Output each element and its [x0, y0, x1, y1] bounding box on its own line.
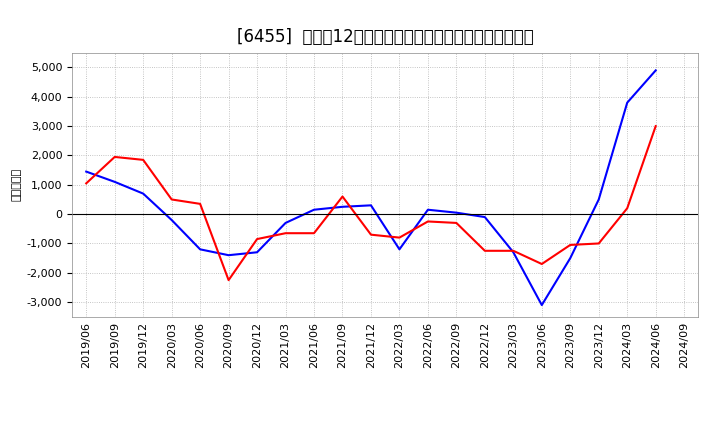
経常利益 [423, 207, 432, 213]
Line: 当期純利益: 当期純利益 [86, 126, 656, 280]
当期純利益 [566, 242, 575, 248]
当期純利益 [366, 232, 375, 237]
経常利益 [395, 247, 404, 252]
Line: 経常利益: 経常利益 [86, 70, 656, 305]
経常利益 [310, 207, 318, 213]
経常利益 [366, 203, 375, 208]
経常利益 [167, 217, 176, 223]
経常利益 [196, 247, 204, 252]
当期純利益 [282, 231, 290, 236]
当期純利益 [110, 154, 119, 160]
当期純利益 [167, 197, 176, 202]
当期純利益 [225, 278, 233, 283]
経常利益 [110, 179, 119, 184]
当期純利益 [423, 219, 432, 224]
当期純利益 [480, 248, 489, 253]
経常利益 [566, 256, 575, 261]
当期純利益 [452, 220, 461, 226]
当期純利益 [623, 205, 631, 211]
当期純利益 [537, 261, 546, 267]
当期純利益 [509, 248, 518, 253]
当期純利益 [395, 235, 404, 240]
経常利益 [595, 197, 603, 202]
当期純利益 [595, 241, 603, 246]
経常利益 [282, 220, 290, 226]
経常利益 [338, 204, 347, 209]
Y-axis label: （百万円）: （百万円） [11, 168, 21, 202]
経常利益 [253, 249, 261, 255]
当期純利益 [139, 157, 148, 162]
当期純利益 [338, 194, 347, 199]
当期純利益 [652, 124, 660, 129]
当期純利益 [196, 201, 204, 206]
Title: [6455]  利益だ12か月移動合計の対前年同期増減額の推移: [6455] 利益だ12か月移動合計の対前年同期増減額の推移 [237, 28, 534, 46]
経常利益 [509, 249, 518, 255]
経常利益 [82, 169, 91, 174]
当期純利益 [82, 181, 91, 186]
当期純利益 [310, 231, 318, 236]
経常利益 [480, 214, 489, 220]
経常利益 [225, 253, 233, 258]
経常利益 [452, 210, 461, 215]
当期純利益 [253, 236, 261, 242]
経常利益 [623, 100, 631, 105]
経常利益 [537, 302, 546, 308]
経常利益 [139, 191, 148, 196]
経常利益 [652, 68, 660, 73]
